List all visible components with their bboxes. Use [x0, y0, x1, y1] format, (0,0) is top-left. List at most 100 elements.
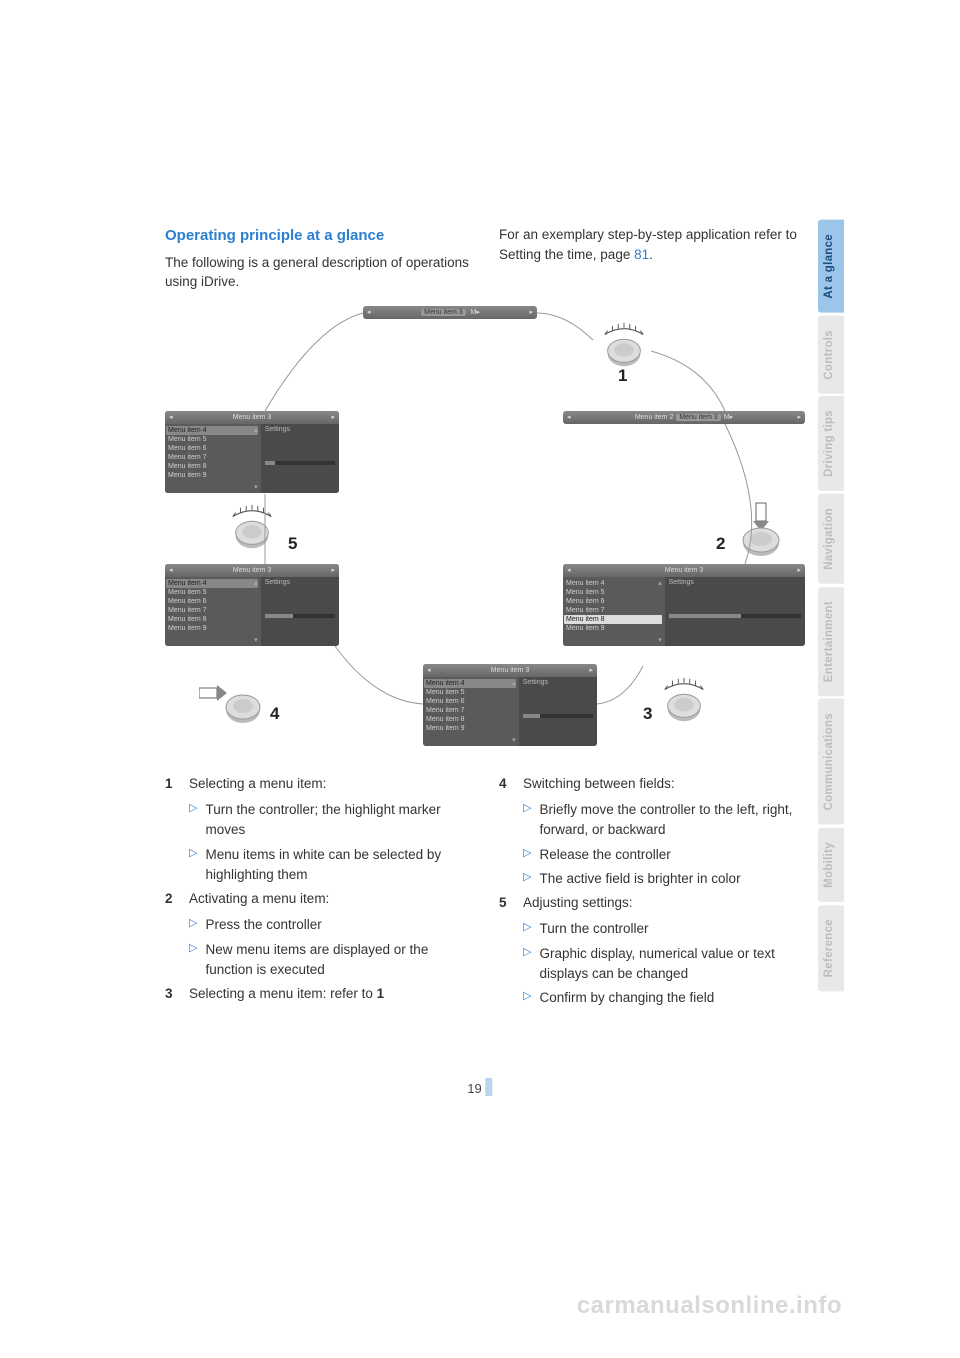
screenC-list: ▴ Menu item 4 Menu item 5 Menu item 6 Me… [423, 677, 519, 746]
step-3: 3 Selecting a menu item: refer to 1 [165, 984, 471, 1004]
settings-label: Settings [523, 679, 593, 686]
section-title: Operating principle at a glance [165, 225, 471, 247]
screen5-list: ▴ Menu item 4 Menu item 5 Menu item 6 Me… [165, 424, 261, 493]
list-item: Menu item 7 [168, 453, 258, 462]
list-item: Menu item 4 [424, 679, 516, 688]
step-bullet: Release the controller [539, 845, 670, 865]
screen3-title: Menu item 3 [571, 567, 798, 574]
instructions-right: 4 Switching between fields: ▷Briefly mov… [499, 774, 805, 1013]
instructions-left: 1 Selecting a menu item: ▷Turn the contr… [165, 774, 471, 1013]
top-strip: ◂ Menu item 3 M▸ ▸ [363, 306, 537, 319]
step-number: 5 [499, 893, 513, 913]
instructions: 1 Selecting a menu item: ▷Turn the contr… [165, 774, 805, 1013]
triangle-icon: ▷ [189, 915, 197, 935]
screen-5: ◂Menu item 3▸ ▴ Menu item 4 Menu item 5 … [165, 411, 339, 493]
list-item: Menu item 7 [566, 606, 662, 615]
list-item: Menu item 4 [566, 579, 662, 588]
list-item: Menu item 5 [168, 588, 258, 597]
triangle-icon: ▷ [189, 800, 197, 841]
step-title: Selecting a menu item: [189, 774, 326, 794]
step-number: 2 [165, 889, 179, 909]
step-number: 1 [165, 774, 179, 794]
triangle-icon: ▷ [523, 845, 531, 865]
list-item: Menu item 5 [426, 688, 516, 697]
screen3-list: ▴ Menu item 4 Menu item 5 Menu item 6 Me… [563, 577, 665, 646]
step-number: 4 [499, 774, 513, 794]
page-link[interactable]: 81 [634, 247, 649, 262]
content-area: Operating principle at a glance The foll… [165, 225, 805, 1012]
step-bullet: Menu items in white can be selected by h… [205, 845, 471, 886]
triangle-icon: ▷ [189, 940, 197, 981]
triangle-icon: ▷ [523, 869, 531, 889]
list-item: Menu item 4 [166, 579, 258, 588]
screen4-settings: Settings [261, 577, 339, 646]
step-bullet: Press the controller [205, 915, 321, 935]
triangle-icon: ▷ [523, 944, 531, 985]
intro-text: The following is a general description o… [165, 253, 471, 292]
diagram-num-1: 1 [618, 366, 627, 386]
list-item: Menu item 8 [564, 615, 662, 624]
screen-3: ◂Menu item 3▸ ▴ Menu item 4 Menu item 5 … [563, 564, 805, 646]
tab-navigation[interactable]: Navigation [818, 494, 844, 584]
list-item: Menu item 6 [168, 444, 258, 453]
screen5-title: Menu item 3 [173, 414, 332, 421]
diagram-num-3: 3 [643, 704, 652, 724]
step-4: 4 Switching between fields: [499, 774, 805, 794]
right-intro: For an exemplary step-by-step applicatio… [499, 225, 805, 264]
list-item: Menu item 5 [168, 435, 258, 444]
controller-4 [199, 676, 265, 726]
step-number: 3 [165, 984, 179, 1004]
list-item: Menu item 9 [168, 471, 258, 480]
diagram-num-2: 2 [716, 534, 725, 554]
tab-at-a-glance[interactable]: At a glance [818, 220, 844, 313]
list-item: Menu item 4 [166, 426, 258, 435]
page-number: 19 [467, 1078, 492, 1096]
list-item: Menu item 5 [566, 588, 662, 597]
list-item: Menu item 7 [168, 606, 258, 615]
intro-row: Operating principle at a glance The foll… [165, 225, 805, 292]
top-strip-bar: ◂ Menu item 3 M▸ ▸ [363, 306, 537, 319]
list-item: Menu item 9 [168, 624, 258, 633]
settings-label: Settings [265, 426, 335, 433]
triangle-icon: ▷ [523, 988, 531, 1008]
screenC-title: Menu item 3 [431, 667, 590, 674]
tab-entertainment[interactable]: Entertainment [818, 587, 844, 696]
step-title: Adjusting settings: [523, 893, 633, 913]
tab-driving-tips[interactable]: Driving tips [818, 396, 844, 491]
step-bullet: Turn the controller [539, 919, 648, 939]
screen-2-tabs: ◂ Menu item 2 Menu item 3 M▸ ▸ [563, 411, 805, 424]
controller-2 [729, 501, 795, 557]
triangle-icon: ▷ [189, 845, 197, 886]
list-item: Menu item 9 [566, 624, 662, 633]
step-1: 1 Selecting a menu item: [165, 774, 471, 794]
screen4-title: Menu item 3 [173, 567, 332, 574]
diagram-num-4: 4 [270, 704, 279, 724]
list-item: Menu item 8 [168, 615, 258, 624]
arrow-right-icon: ▸ [529, 308, 533, 316]
step-title: Switching between fields: [523, 774, 675, 794]
list-item: Menu item 9 [426, 724, 516, 733]
tab-mobility[interactable]: Mobility [818, 828, 844, 902]
list-item: Menu item 8 [426, 715, 516, 724]
tab-communications[interactable]: Communications [818, 699, 844, 825]
tab-label: Menu item 3 [676, 414, 721, 421]
controller-1 [595, 321, 653, 371]
controller-5 [223, 503, 281, 553]
tab-reference[interactable]: Reference [818, 905, 844, 991]
settings-label: Settings [669, 579, 801, 586]
step-bullet: Confirm by changing the field [539, 988, 714, 1008]
list-item: Menu item 6 [426, 697, 516, 706]
screenC-settings: Settings [519, 677, 597, 746]
step-5: 5 Adjusting settings: [499, 893, 805, 913]
page: At a glance Controls Driving tips Naviga… [0, 0, 960, 1358]
list-item: Menu item 6 [168, 597, 258, 606]
list-item: Menu item 8 [168, 462, 258, 471]
screen5-settings: Settings [261, 424, 339, 493]
side-tabs: At a glance Controls Driving tips Naviga… [818, 220, 844, 991]
step-bullet: Turn the controller; the highlight marke… [205, 800, 471, 841]
controller-3 [655, 676, 713, 726]
tab-controls[interactable]: Controls [818, 316, 844, 394]
page-number-bar-icon [486, 1078, 493, 1096]
page-number-text: 19 [467, 1081, 481, 1096]
step-title: Selecting a menu item: refer to 1 [189, 984, 384, 1004]
